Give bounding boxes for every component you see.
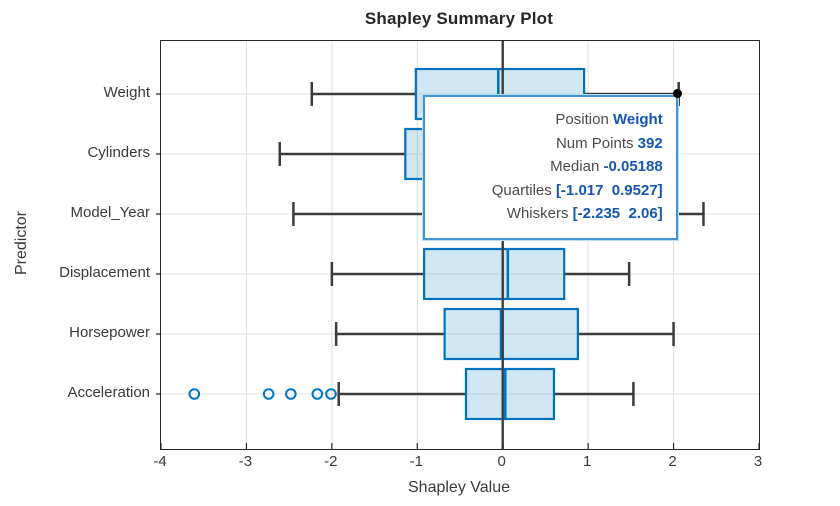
y-category-label-displacement: Displacement: [59, 264, 150, 281]
datatip[interactable]: Position Weight Num Points 392 Median -0.0…: [422, 95, 678, 240]
x-tick-label: -1: [409, 453, 423, 470]
chart-title: Shapley Summary Plot: [364, 9, 554, 28]
outlier-point-acceleration[interactable]: [188, 388, 201, 400]
x-tick-label: -4: [153, 453, 167, 470]
datatip-row: Whiskers [-2.235 2.06]: [425, 202, 663, 226]
box-acceleration[interactable]: [464, 367, 556, 421]
y-category-label-acceleration: Acceleration: [67, 384, 150, 401]
datatip-row: Num Points 392: [425, 132, 663, 156]
x-tick-label: -3: [238, 453, 253, 470]
datatip-anchor-point[interactable]: [673, 88, 683, 98]
outlier-point-acceleration[interactable]: [262, 388, 275, 400]
datatip-field-label: Quartiles: [491, 181, 556, 199]
outlier-point-acceleration[interactable]: [285, 388, 297, 400]
datatip-field-label: Num Points: [555, 134, 638, 152]
box-horsepower[interactable]: [443, 307, 579, 361]
datatip-row: Position Weight: [425, 108, 663, 132]
box-displacement[interactable]: [423, 247, 566, 301]
x-tick-label: 1: [582, 453, 592, 470]
datatip-field-label: Whiskers: [506, 205, 573, 222]
datatip-field-value: [-2.235 2.06]: [572, 205, 663, 222]
datatip-field-value: Weight: [612, 111, 663, 128]
datatip-field-label: Median: [550, 158, 604, 175]
x-axis-label: Shapley Value: [408, 479, 510, 496]
y-category-label-model_year: Model_Year: [70, 204, 150, 221]
datatip-field-value: [-1.017 0.9527]: [555, 181, 663, 199]
outlier-point-acceleration[interactable]: [311, 388, 324, 400]
datatip-field-value: 392: [637, 134, 663, 152]
outlier-point-acceleration[interactable]: [325, 388, 337, 400]
x-tick-label: 3: [753, 453, 763, 470]
datatip-field-value: -0.05188: [603, 158, 663, 175]
x-tick-label: -2: [324, 453, 338, 470]
x-tick-label: 2: [668, 453, 677, 470]
datatip-row: Quartiles [-1.017 0.9527]: [425, 179, 663, 203]
y-category-label-horsepower: Horsepower: [69, 324, 150, 341]
y-category-label-cylinders: Cylinders: [87, 144, 150, 161]
datatip-field-label: Position: [555, 111, 613, 128]
y-category-label-weight: Weight: [103, 84, 150, 101]
x-tick-label: 0: [497, 453, 506, 470]
datatip-row: Median -0.05188: [425, 155, 663, 179]
